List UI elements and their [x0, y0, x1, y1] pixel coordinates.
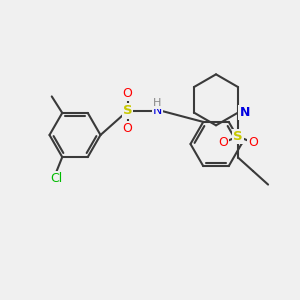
Text: O: O [218, 136, 228, 149]
Text: O: O [248, 136, 258, 149]
Text: O: O [123, 86, 132, 100]
Text: N: N [153, 104, 162, 118]
Text: S: S [123, 104, 132, 118]
Text: N: N [239, 106, 250, 119]
Text: H: H [153, 98, 162, 108]
Text: O: O [123, 122, 132, 136]
Text: Cl: Cl [50, 172, 62, 185]
Text: S: S [233, 130, 243, 143]
